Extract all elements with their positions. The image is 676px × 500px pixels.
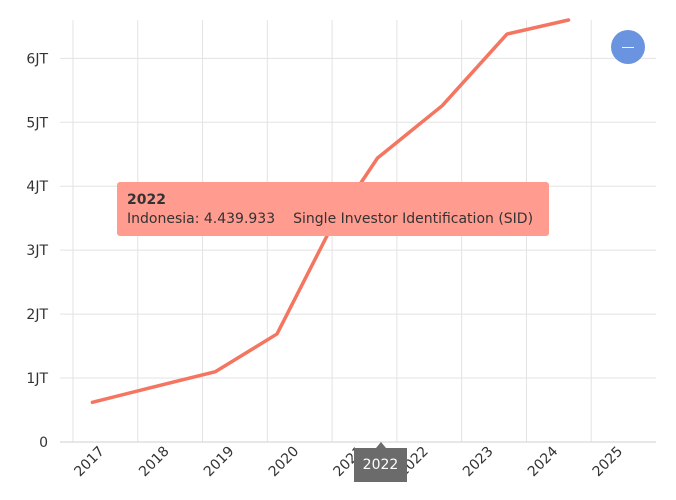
x-tick-label: 2023 (460, 444, 497, 481)
cursor-arrow (376, 442, 386, 448)
x-tick-label: 2024 (525, 443, 562, 480)
cursor-x-label: 2022 (354, 448, 407, 482)
tooltip-colon: : (194, 211, 204, 227)
x-tick-label: 2020 (266, 444, 303, 481)
y-tick-label: 1JT (26, 371, 48, 387)
y-tick-label: 5JT (26, 115, 48, 131)
y-tick-label: 2JT (26, 307, 48, 323)
y-tick-label: 3JT (26, 243, 48, 259)
tooltip-label: Single Investor Identification (SID) (293, 211, 534, 227)
x-tick-label: 2019 (201, 444, 238, 481)
tooltip: 2022 Indonesia: 4.439.933 Single Investor… (117, 182, 549, 236)
zoom-out-button[interactable] (611, 30, 645, 64)
x-tick-label: 2025 (590, 444, 627, 481)
minus-icon (622, 46, 634, 48)
tooltip-row: Indonesia: 4.439.933 Single Investor Iden… (127, 210, 539, 229)
x-tick-label: 2017 (71, 444, 108, 481)
y-tick-label: 0 (39, 435, 48, 451)
tooltip-value: 4.439.933 (203, 211, 276, 227)
y-tick-label: 6JT (26, 51, 48, 67)
tooltip-year: 2022 (127, 192, 166, 208)
tooltip-series-name: Indonesia (127, 211, 195, 227)
x-tick-label: 2018 (136, 444, 173, 481)
y-tick-label: 4JT (26, 179, 48, 195)
